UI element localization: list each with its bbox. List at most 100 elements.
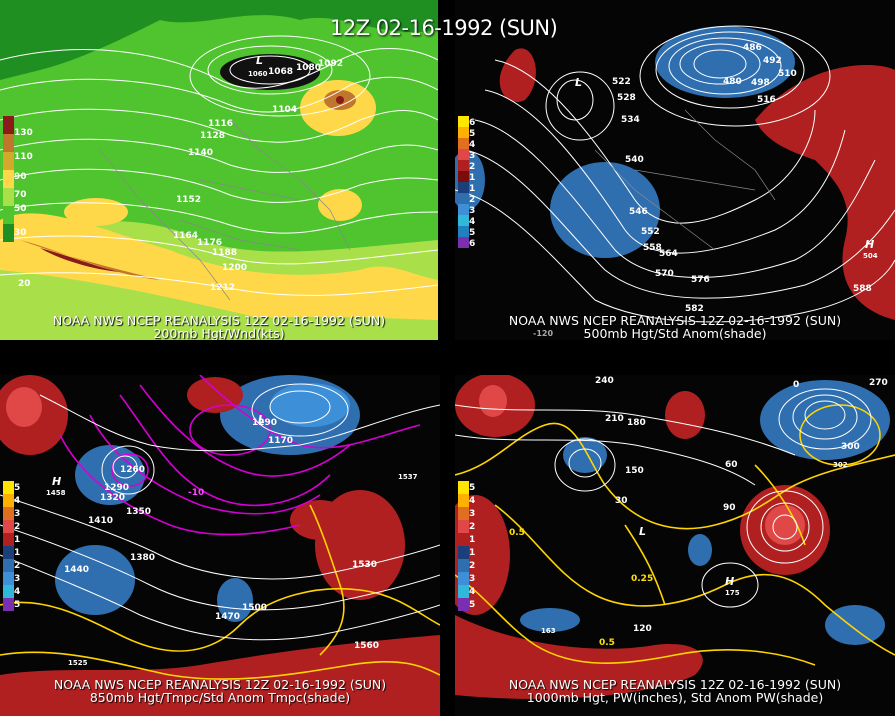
legend-label: 3	[469, 574, 476, 584]
contour-label: 1290	[104, 483, 129, 493]
legend-label: 5	[469, 600, 476, 610]
contour-label: 1470	[215, 612, 240, 622]
legend-label: 4	[469, 140, 476, 150]
caption-line1: NOAA NWS NCEP REANALYSIS 12Z 02-16-1992 …	[53, 677, 387, 692]
map-title: 12Z 02-16-1992 (SUN)	[330, 16, 558, 40]
high-marker: H	[865, 238, 874, 251]
legend-label: 5	[14, 483, 21, 493]
contour-label: 1140	[188, 148, 213, 158]
map-1000mb: 0 30 60 90 120 150 180 210 240 270 300 0…	[455, 375, 895, 699]
legend-label: 5	[469, 483, 476, 493]
caption-line1: NOAA NWS NCEP REANALYSIS 12Z 02-16-1992 …	[508, 677, 842, 692]
legend-label: 2	[469, 195, 476, 205]
map-200mb: 1068 1080 1092 1104 1116 1128 1140 1152 …	[0, 0, 438, 340]
low-marker: L	[575, 76, 582, 89]
contour-label: 534	[621, 115, 640, 125]
contour-label: 588	[853, 284, 872, 294]
contour-label: 1128	[200, 131, 225, 141]
legend-label: 2	[14, 561, 21, 571]
legend-label: 4	[469, 217, 476, 227]
contour-label: 1152	[176, 195, 201, 205]
legend-label: 110	[14, 152, 33, 162]
pw-label: 0.5	[509, 528, 525, 538]
contour-label: 576	[691, 275, 710, 285]
legend-label: 6	[469, 118, 476, 128]
legend-label: 2	[469, 522, 476, 532]
contour-label: 492	[763, 56, 782, 66]
caption-line2: 850mb Hgt/Tmpc/Std Anom Tmpc(shade)	[89, 690, 351, 705]
legend-500mb	[458, 116, 469, 248]
contour-label: 1068	[268, 67, 293, 77]
low-marker: L	[639, 525, 646, 538]
legend-label: 3	[469, 509, 476, 519]
low-marker: L	[256, 54, 263, 67]
legend-label: 4	[469, 587, 476, 597]
legend-label: 50	[14, 204, 27, 214]
contour-label: 1500	[242, 603, 267, 613]
legend-label: 4	[14, 587, 21, 597]
caption-line2: 1000mb Hgt, PW(inches), Std Anom PW(shad…	[526, 690, 824, 705]
legend-850mb	[3, 481, 14, 611]
legend-label: 1	[14, 548, 21, 558]
contour-label: 163	[541, 627, 556, 635]
contour-label: 60	[725, 460, 738, 470]
contour-label: 540	[625, 155, 644, 165]
low-marker: L	[258, 413, 265, 426]
longitude-label: -120	[533, 329, 553, 338]
legend-label: 5	[469, 228, 476, 238]
contour-label: 1060	[248, 70, 268, 78]
contour-label: 582	[685, 304, 704, 314]
map-850mb: 1170 1260 1290 1320 1350 1380 1410 1440 …	[0, 375, 440, 716]
legend-label: 5	[469, 129, 476, 139]
legend-label: 1	[469, 184, 476, 194]
contour-label: 240	[595, 376, 614, 386]
caption-line2: 200mb Hgt/Wnd(kts)	[153, 326, 285, 341]
contour-label: 1170	[268, 436, 293, 446]
legend-1000mb	[458, 481, 469, 611]
pw-label: 0.5	[599, 638, 615, 648]
panel-850mb: 1170 1260 1290 1320 1350 1380 1410 1440 …	[0, 375, 440, 716]
contour-label: 1350	[126, 507, 151, 517]
contour-label: 1525	[68, 659, 88, 667]
contour-label: 1410	[88, 516, 113, 526]
isotherm-label: -10	[188, 488, 204, 498]
contour-label: 1104	[272, 105, 297, 115]
contour-label: 1560	[354, 641, 379, 651]
contour-label: 1200	[222, 263, 247, 273]
contour-label: 20	[18, 279, 31, 289]
contour-label: 516	[757, 95, 776, 105]
legend-label: 3	[469, 151, 476, 161]
contour-label: 1080	[296, 63, 321, 73]
high-marker: H	[725, 575, 734, 588]
contour-label: 302	[833, 461, 848, 469]
legend-label: 130	[14, 128, 33, 138]
contour-label: 1530	[352, 560, 377, 570]
contour-label: 120	[633, 624, 652, 634]
map-500mb: 480 486 492 498 510 516 522 528 534 540 …	[455, 25, 895, 338]
legend-label: 1	[469, 548, 476, 558]
caption-line1: NOAA NWS NCEP REANALYSIS 12Z 02-16-1992 …	[508, 313, 842, 328]
panel-500mb: 480 486 492 498 510 516 522 528 534 540 …	[455, 0, 895, 340]
contour-label: 1092	[318, 59, 343, 69]
legend-label: 90	[14, 172, 27, 182]
contour-label: 30	[615, 496, 628, 506]
contour-label: 1116	[208, 119, 233, 129]
contour-label: 528	[617, 93, 636, 103]
contour-label: 0	[793, 380, 799, 390]
caption-line2: 500mb Hgt/Std Anom(shade)	[583, 326, 767, 341]
legend-label: 3	[14, 574, 21, 584]
contour-label: 570	[655, 269, 674, 279]
contour-label: 510	[778, 69, 797, 79]
contour-label: 1188	[212, 248, 237, 258]
high-marker: H	[52, 475, 61, 488]
contour-label: 270	[869, 378, 888, 388]
legend-label: 4	[469, 496, 476, 506]
contour-label: 1164	[173, 231, 198, 241]
legend-label: 3	[469, 206, 476, 216]
legend-label: 4	[14, 496, 21, 506]
contour-label: 180	[627, 418, 646, 428]
contour-label: 300	[841, 442, 860, 452]
contour-label: 175	[725, 589, 740, 597]
caption-line1: NOAA NWS NCEP REANALYSIS 12Z 02-16-1992 …	[52, 313, 386, 328]
legend-label: 3	[14, 509, 21, 519]
